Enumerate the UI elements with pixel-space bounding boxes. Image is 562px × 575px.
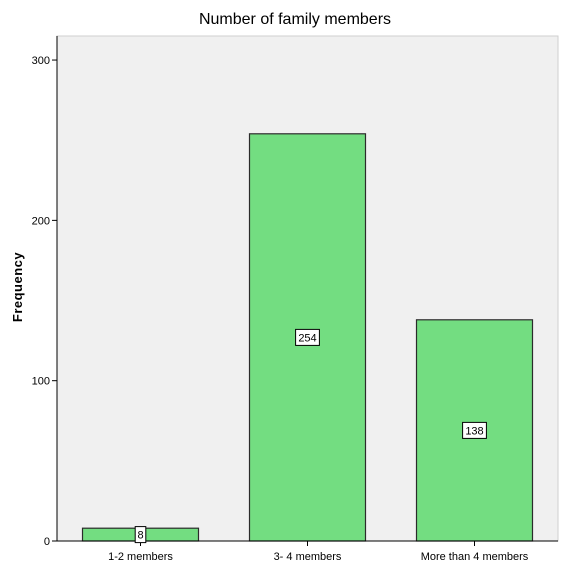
y-tick-label-1: 100 xyxy=(32,376,50,388)
y-tick-label-3: 300 xyxy=(32,55,50,67)
labels-layer: 0 100 200 300 1-2 members 3- 4 members More th… xyxy=(32,55,529,563)
y-tick-label-0: 0 xyxy=(44,536,50,548)
data-label-0: 8 xyxy=(137,530,143,542)
x-tick-label-2: More than 4 members xyxy=(421,551,529,563)
data-label-1: 254 xyxy=(298,332,316,344)
y-tick-label-2: 200 xyxy=(32,215,50,227)
x-tick-label-0: 1-2 members xyxy=(108,551,173,563)
data-label-box-0 xyxy=(134,526,147,544)
data-label-box-2 xyxy=(462,421,487,439)
y-axis-label: Frequency xyxy=(10,252,25,323)
chart-title: Number of family members xyxy=(199,11,391,28)
data-label-2: 138 xyxy=(465,425,483,437)
x-tick-label-1: 3- 4 members xyxy=(274,551,342,563)
data-label-box-1 xyxy=(295,328,320,346)
